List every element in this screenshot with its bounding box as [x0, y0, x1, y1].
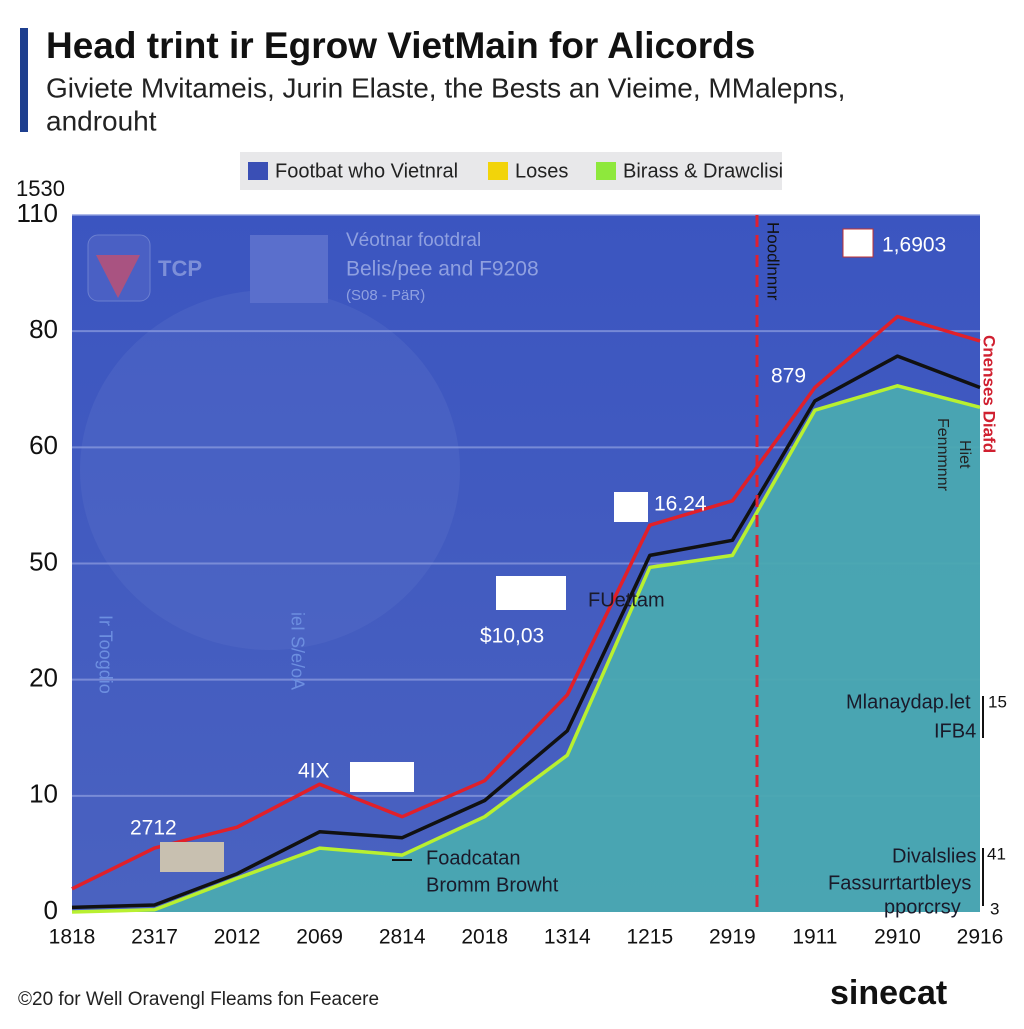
x-tick-label: 1818 — [49, 926, 96, 949]
annotation: IFB4 — [934, 720, 976, 742]
chart-title: Head trint ir Egrow VietMain for Alicord… — [46, 25, 755, 66]
x-tick-label: 2317 — [131, 926, 178, 949]
x-tick-label: 2919 — [709, 926, 756, 949]
legend-label: Footbat who Vietnral — [275, 160, 458, 182]
legend-swatch — [488, 162, 508, 180]
y-tick-label: 80 — [29, 314, 58, 344]
title-accent — [20, 28, 28, 132]
flag-icon — [614, 492, 648, 522]
y-tick-label: 60 — [29, 430, 58, 460]
x-tick-label: 1215 — [626, 926, 673, 949]
annotation: Hoodlnnnr — [764, 222, 783, 301]
annotation: 15 — [988, 692, 1007, 711]
flag-icon — [496, 576, 566, 610]
y-tick-label: 10 — [29, 779, 58, 809]
chart-subtitle: androuht — [46, 105, 157, 136]
photo-icon — [160, 842, 224, 872]
legend-box — [240, 152, 782, 190]
y-tick-label: 50 — [29, 546, 58, 576]
x-tick-label: 1314 — [544, 926, 591, 949]
annotation: Fennmnnr — [934, 418, 951, 492]
annotation: Hiet — [956, 440, 973, 469]
legend-label: Loses — [515, 160, 568, 182]
background-figure — [80, 290, 460, 650]
annotation: FUettam — [588, 589, 665, 611]
x-tick-label: 2910 — [874, 926, 921, 949]
area — [72, 385, 980, 912]
annotation: Bromm Browht — [426, 874, 559, 896]
x-tick-label: 2012 — [214, 926, 261, 949]
y-tick-label: 20 — [29, 663, 58, 693]
x-tick-label: 2069 — [296, 926, 343, 949]
annotation: Cnenses Diafd — [980, 335, 999, 453]
line — [71, 354, 981, 910]
annotation: $10,03 — [480, 625, 544, 648]
annotation: 4IX — [298, 760, 330, 783]
annotation: ieI S/e/oA — [287, 612, 307, 690]
panel-image — [250, 235, 328, 303]
annotation: 2712 — [130, 817, 177, 840]
annotation: 16.24 — [654, 493, 707, 516]
flag-icon — [842, 228, 874, 258]
y-tick-label: 110 — [17, 198, 58, 228]
panel-icon-shield — [96, 255, 140, 298]
annotation: Fassurrtartbleys — [828, 872, 971, 894]
annotation: 3 — [990, 899, 999, 918]
annotation: Divalslies — [892, 845, 976, 867]
legend-swatch — [248, 162, 268, 180]
footer-brand: sinecat — [830, 974, 947, 1012]
annotation: Ir Toogdio — [95, 615, 115, 694]
y-axis-label: 1530 — [16, 176, 65, 201]
footer-credit: ©20 for Well Oravengl Fleams fon Feacere — [18, 989, 379, 1010]
panel-text: Belis/pee and F9208 — [346, 258, 539, 281]
y-tick-label: 0 — [44, 895, 58, 925]
legend-swatch — [596, 162, 616, 180]
panel-text: (S08 - PäR) — [346, 287, 425, 304]
flag-icon — [350, 762, 414, 792]
chart-subtitle: Giviete Mvitameis, Jurin Elaste, the Bes… — [46, 72, 845, 103]
x-tick-label: 2916 — [957, 926, 1004, 949]
plot — [71, 214, 981, 914]
x-tick-label: 1911 — [792, 926, 837, 949]
legend: Footbat who Vietnral Loses Birass & Drawcl… — [240, 152, 783, 190]
line — [71, 384, 981, 914]
legend-label: Birass & Drawclisi — [623, 160, 783, 182]
annotation: pporcrsy — [884, 896, 961, 918]
panel-logo: TCP — [158, 256, 202, 281]
annotation: Mlanaydap.let — [846, 691, 971, 713]
annotation: 41 — [987, 844, 1006, 863]
line — [71, 314, 981, 891]
panel-text: Véotnar footdral — [346, 230, 481, 251]
x-tick-label: 2018 — [461, 926, 508, 949]
annotation: 879 — [771, 365, 806, 388]
annotation: Foadcatan — [426, 847, 521, 869]
annotation: 1,6903 — [882, 234, 946, 257]
x-tick-label: 2814 — [379, 926, 426, 949]
